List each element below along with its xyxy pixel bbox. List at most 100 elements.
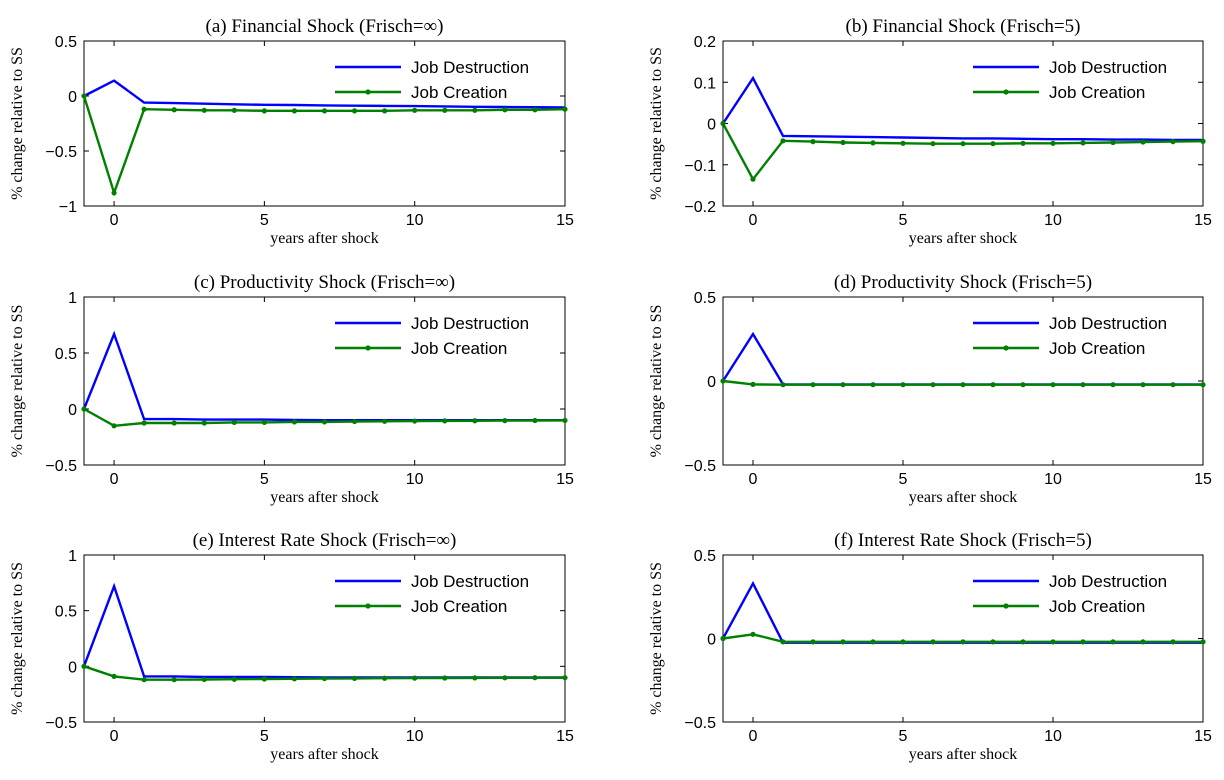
series-point [231,107,237,113]
series-point [171,677,177,683]
series-point [412,418,418,424]
series-point [1080,639,1086,645]
legend-label: Job Destruction [411,572,529,591]
x-tick-label: 5 [260,728,269,745]
series-point [472,107,478,113]
series-point [351,108,358,114]
series-point [990,639,996,645]
series-point [930,382,936,388]
x-tick-label: 0 [110,212,119,229]
y-axis-label: % change relative to SS [9,562,26,715]
series-point [291,676,298,682]
series-point [351,675,358,681]
y-tick-label: −1 [59,199,77,216]
y-tick-label: −0.5 [45,458,77,475]
y-tick-label: 0.5 [55,34,77,51]
x-tick-label: 0 [749,471,758,488]
series-point [870,382,876,388]
series-point [1170,139,1176,145]
x-tick-label: 15 [556,728,574,745]
chart-panel-3: 0 5 10 15 −0.5 0 0.5 (d) Productivity Shock (Fr… [648,272,1212,506]
x-tick-label: 10 [1044,471,1062,488]
series-point [960,141,966,147]
series-point [382,108,388,114]
chart-panel-2: 0 5 10 15 −0.5 0 0.5 1 (c) Productivity Shock (F… [9,272,574,506]
series-point [321,108,328,114]
series-point [141,106,147,112]
x-tick-label: 5 [260,212,269,229]
series-point [720,378,726,384]
series-point [750,176,756,182]
series-point [442,418,448,424]
y-tick-label: 0.5 [55,346,77,363]
series-point [351,418,358,425]
x-tick-label: 5 [899,212,908,229]
y-tick-label: −0.5 [45,144,77,161]
chart-panel-5: 0 5 10 15 −0.5 0 0.5 (f) Interest Rate Shock (F… [648,530,1212,763]
series-point [930,639,936,645]
legend-label: Job Destruction [1049,572,1167,591]
y-tick-label: 0 [707,374,716,391]
series-point [750,381,756,387]
x-tick-label: 5 [899,471,908,488]
x-tick-label: 10 [406,471,424,488]
y-axis-label: % change relative to SS [9,47,26,200]
legend-label: Job Destruction [1049,314,1167,333]
y-tick-label: −0.5 [684,458,716,475]
series-point [171,107,177,113]
series-point [502,675,508,681]
series-point [750,631,756,637]
series-point [1110,639,1116,645]
panel-title: (c) Productivity Shock (Frisch=∞) [194,272,455,293]
axis-box [83,40,566,207]
series-point [261,419,267,426]
series-point [201,420,207,426]
legend-label: Job Destruction [411,58,529,77]
series-point [321,419,328,425]
series-point [720,635,726,642]
legend-marker [1003,89,1009,95]
series-point [1020,382,1026,388]
series-point [562,417,568,424]
series-line-job-destruction [83,79,566,109]
y-tick-label: 0 [707,632,716,649]
series-point [562,675,568,681]
series-point [870,639,876,645]
y-tick-label: 0.2 [694,34,716,51]
series-point [1140,139,1146,145]
series-point [780,138,786,144]
series-point [532,107,538,113]
series-point [1170,382,1176,388]
series-point [990,382,996,388]
y-axis-label: % change relative to SS [648,562,665,715]
x-tick-label: 5 [899,728,908,745]
panel-title: (a) Financial Shock (Frisch=∞) [206,16,444,37]
series-point [442,107,448,113]
series-point [321,675,328,682]
y-tick-label: −0.1 [684,158,716,175]
series-point [111,190,117,196]
series-point [960,382,966,388]
series-point [562,106,568,112]
panel-title: (e) Interest Rate Shock (Frisch=∞) [193,530,457,551]
panel-title: (d) Productivity Shock (Frisch=5) [834,272,1092,293]
x-axis-label: years after shock [909,489,1017,506]
axis-box [83,296,566,466]
series-point [1080,382,1086,388]
legend-marker [1003,345,1009,351]
series-point [412,675,418,681]
x-tick-label: 10 [406,212,424,229]
series-point [532,417,538,424]
x-tick-label: 10 [1044,728,1062,745]
series-point [840,382,846,388]
series-point [840,639,846,645]
y-tick-label: 1 [68,290,77,307]
series-point [141,420,147,426]
series-point [201,107,207,113]
y-axis-label: % change relative to SS [648,47,665,200]
series-line-job-creation [721,122,1204,182]
series-point [1110,139,1116,146]
series-point [990,141,996,147]
series-point [810,382,816,388]
series-point [472,418,478,424]
